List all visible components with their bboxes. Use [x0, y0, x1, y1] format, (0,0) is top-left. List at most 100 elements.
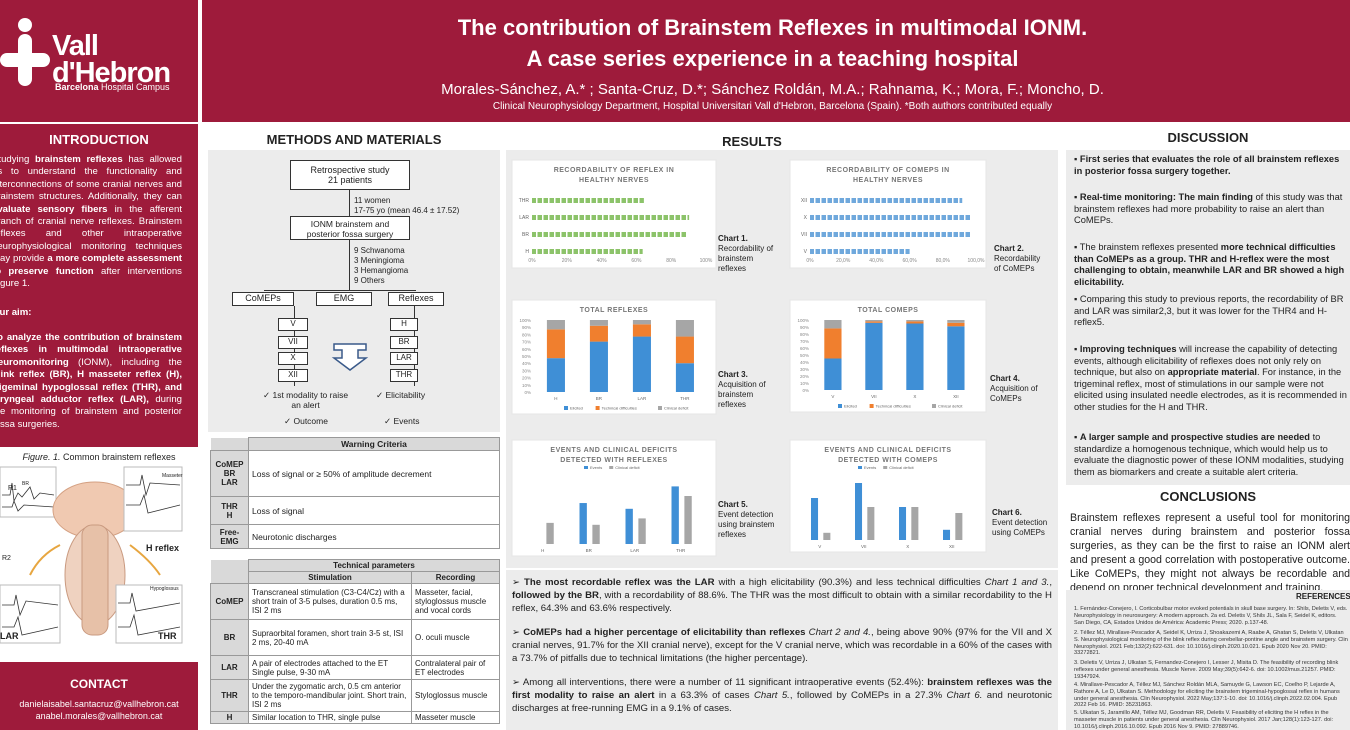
chart-6-category-label: XII — [949, 544, 955, 549]
outcome-events: ✓ Events — [384, 416, 420, 426]
chart-3-y-tick: 60% — [522, 347, 531, 352]
warning-text-emg: Neurotonic discharges — [248, 524, 500, 549]
chart-2-category-label: XII — [801, 198, 807, 204]
chart-2-bar-stripe — [856, 198, 858, 203]
tech-col-stimulation: Stimulation — [248, 571, 412, 584]
chart-1-title: RECORDABILITY OF REFLEX IN — [554, 167, 675, 174]
contact-email-2[interactable]: anabel.morales@vallhebron.cat — [35, 711, 163, 721]
chart-4-title: TOTAL COMEPS — [858, 307, 919, 314]
fig-label-lar: LAR — [0, 631, 19, 641]
chart-2-bar-stripe — [970, 232, 972, 237]
chart-3-legend-swatch — [595, 406, 600, 410]
chart-5-legend-swatch — [584, 466, 588, 469]
chart-3-legend-swatch — [658, 406, 662, 410]
chart-4-bar-technical-difficulties — [947, 322, 965, 327]
chart-1-bar-stripe — [626, 215, 628, 220]
chart-4-bar-elicited — [824, 358, 842, 390]
chart-2-bar-stripe — [952, 215, 954, 220]
flow-reflex-h: H — [390, 318, 418, 331]
chart-1-category-label: LAR — [519, 215, 529, 221]
methods-flowchart: Retrospective study 21 patients 11 women 1… — [208, 150, 500, 432]
discussion-point-3: ▪ The brainstem reflexes presented more … — [1074, 242, 1345, 287]
chart-1-bar-stripe — [584, 198, 586, 203]
aim-label: Our aim: — [0, 307, 32, 318]
discussion-point-1: ▪ First series that evaluates the role o… — [1074, 154, 1340, 176]
chart-5-legend-swatch — [609, 466, 614, 469]
chart-2-bar — [810, 249, 910, 254]
chart-2-bar-stripe — [862, 249, 864, 254]
chart-1-bar-stripe — [584, 215, 586, 220]
chart-2-bar-stripe — [934, 215, 936, 220]
chart-6-category-label: VII — [861, 544, 867, 549]
flow-nerve-x: X — [278, 352, 308, 365]
results-paragraph-1: ➢ The most recordable reflex was the LAR… — [512, 577, 1052, 614]
chart-1-bar-stripe — [662, 215, 664, 220]
chart-3-y-tick: 50% — [522, 354, 531, 359]
converging-arrows-icon — [331, 343, 369, 371]
tech-stim-comep: Transcraneal stimulation (C3-C4/Cz) with… — [248, 583, 412, 620]
chart-6-title-line2: DETECTED WITH COMEPS — [838, 457, 938, 464]
chart-3-y-tick: 0% — [524, 390, 531, 395]
chart-2-bar-stripe — [856, 249, 858, 254]
authors: Morales-Sánchez, A.* ; Santa-Cruz, D.*; … — [441, 81, 1104, 98]
discussion-point-5: ▪ Improving techniques will increase the… — [1074, 344, 1347, 412]
chart-2-bar-stripe — [874, 249, 876, 254]
chart-1-bar-stripe — [620, 249, 622, 254]
fig-label-hypoglossus: Hypoglossus — [150, 586, 179, 592]
logo-text-dhebron: d'Hebron — [52, 57, 171, 89]
chart-2-bar-stripe — [910, 232, 912, 237]
chart-4-category-label: XII — [953, 394, 959, 399]
chart-1-tick-label: 60% — [631, 258, 642, 264]
flow-retrospective-study: Retrospective study 21 patients — [290, 160, 410, 190]
contact-panel — [0, 662, 198, 730]
chart-2-bar-stripe — [946, 215, 948, 220]
chart-1-bar-stripe — [596, 215, 598, 220]
chart-4-caption: Chart 4. Acquisition of CoMEPs — [990, 374, 1038, 403]
tech-label-lar: LAR — [210, 655, 249, 680]
chart-1-bar-stripe — [536, 198, 538, 203]
chart-2-bar-stripe — [910, 198, 912, 203]
chart-2-bar-stripe — [844, 249, 846, 254]
chart-1-bar-stripe — [692, 215, 694, 220]
chart-2-bar-stripe — [886, 198, 888, 203]
discussion-point-6: ▪ A larger sample and prospective studie… — [1074, 432, 1344, 477]
discussion-point-2: ▪ Real-time monitoring: The main finding… — [1074, 192, 1343, 226]
contact-email-1[interactable]: danielaisabel.santacruz@vallhebron.cat — [19, 699, 179, 709]
chart-2-bar-stripe — [898, 249, 900, 254]
discussion-heading: DISCUSSION — [1167, 130, 1249, 145]
chart-3-legend-label: Elicited — [570, 406, 583, 411]
chart-3-bar-technical-difficulties — [546, 329, 565, 359]
chart-1-tick-label: 80% — [666, 258, 677, 264]
chart-4-legend-swatch — [869, 404, 874, 408]
chart-2-bar-stripe — [964, 198, 966, 203]
chart-2-bar-stripe — [856, 232, 858, 237]
chart-2-tick-label: 80,0% — [936, 258, 951, 264]
chart-2-bar-stripe — [922, 198, 924, 203]
chart-1-tick-label: 40% — [597, 258, 608, 264]
chart-2-bar-stripe — [892, 198, 894, 203]
chart-1-bar-stripe — [560, 232, 562, 237]
chart-2-bar-stripe — [952, 198, 954, 203]
tech-stim-br: Supraorbital foramen, short train 3-5 st… — [248, 619, 412, 656]
chart-1-bar-stripe — [632, 198, 634, 203]
reference-1: 1. Fernández-Conejero, I. Corticobulbar … — [1074, 606, 1348, 626]
chart-1-bar-stripe — [590, 232, 592, 237]
flow-emg: EMG — [316, 292, 372, 306]
warning-text-thr: Loss of signal — [248, 496, 500, 525]
chart-2-bar-stripe — [946, 198, 948, 203]
chart-2-bar-stripe — [916, 215, 918, 220]
chart-2-bar-stripe — [886, 249, 888, 254]
chart-3-y-tick: 20% — [522, 376, 531, 381]
chart-4-y-tick: 10% — [800, 381, 809, 386]
brainstem-illustration — [0, 466, 183, 644]
chart-4-category-label: VII — [871, 394, 877, 399]
chart-1-bar-stripe — [620, 198, 622, 203]
chart-2-bar-stripe — [898, 232, 900, 237]
chart-2-bar-stripe — [940, 232, 942, 237]
chart-1-bar-stripe — [548, 215, 550, 220]
chart-2-bar-stripe — [850, 198, 852, 203]
chart-2-bar-stripe — [922, 232, 924, 237]
results-text-panel: ➢ The most recordable reflex was the LAR… — [506, 570, 1058, 730]
chart-1-bar-stripe — [608, 232, 610, 237]
chart-3-bar-elicited — [675, 363, 694, 392]
